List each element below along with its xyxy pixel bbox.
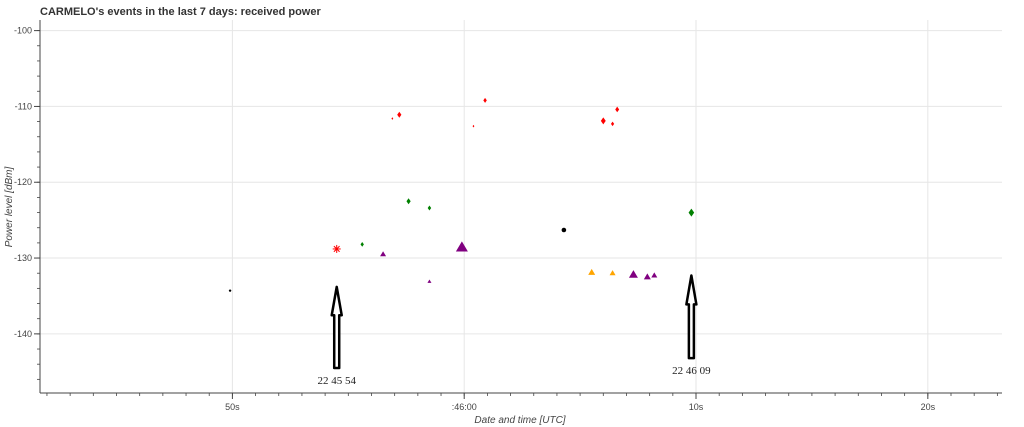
annotation-arrow [330, 285, 343, 370]
data-point [609, 270, 616, 276]
annotation-arrow [685, 274, 698, 360]
y-tick-label: -140 [14, 329, 32, 339]
y-tick-label: -100 [14, 26, 32, 36]
y-axis-label: Power level [dBm] [4, 166, 15, 247]
data-point [380, 251, 387, 257]
data-point [406, 198, 411, 205]
axes: 50s :46:00 10s 20s -100 -110 -120 -130 -140 [14, 20, 1002, 412]
data-point [427, 279, 432, 283]
data-point [588, 268, 596, 275]
data-points [228, 97, 695, 292]
data-point [628, 270, 638, 278]
data-point [360, 242, 364, 247]
data-point [615, 106, 620, 113]
data-point [688, 208, 695, 217]
data-point [427, 205, 432, 211]
annotations: 22 45 54 22 46 09 [317, 274, 711, 387]
data-point [483, 97, 487, 103]
annotation-label: 22 45 54 [317, 375, 356, 387]
data-point [455, 241, 468, 252]
data-point [600, 117, 606, 125]
x-tick-label: 20s [921, 402, 936, 412]
data-point [561, 227, 567, 233]
data-point [651, 272, 658, 278]
data-point [610, 121, 615, 127]
data-point [397, 111, 402, 118]
y-tick-label: -120 [14, 177, 32, 187]
chart-title: CARMELO's events in the last 7 days: rec… [40, 6, 321, 18]
annotation-label: 22 46 09 [672, 365, 711, 377]
x-tick-label: 10s [689, 402, 704, 412]
data-point [643, 273, 651, 280]
y-tick-label: -130 [14, 253, 32, 263]
grid-lines [40, 20, 1002, 393]
x-tick-label: :46:00 [452, 402, 477, 412]
x-axis-label: Date and time [UTC] [474, 415, 565, 426]
data-point [391, 117, 394, 120]
data-point [332, 244, 341, 253]
data-point [472, 124, 475, 128]
x-tick-label: 50s [225, 402, 240, 412]
data-point [228, 289, 232, 292]
y-tick-label: -110 [15, 101, 32, 111]
